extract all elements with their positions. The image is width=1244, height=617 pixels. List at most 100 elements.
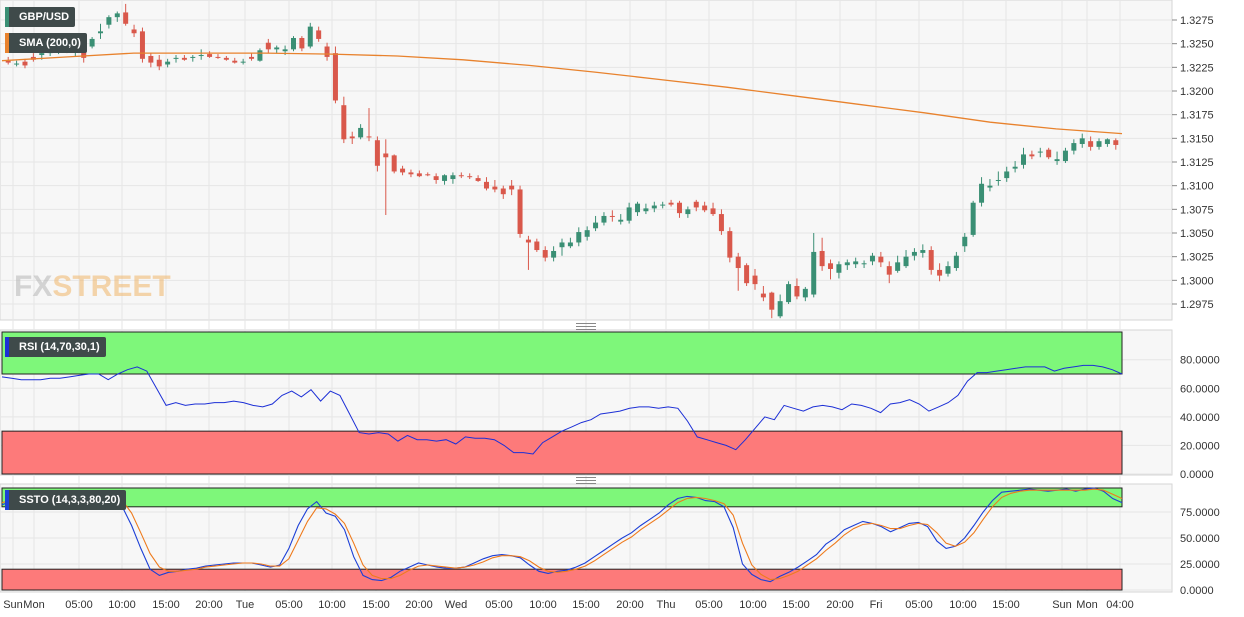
candle-body [290,37,296,50]
x-tick-label: Wed [445,599,467,611]
candle-body [601,215,607,223]
candle-body [886,266,892,275]
candle-body [39,53,45,56]
candle-body [920,250,926,253]
sma-swatch [5,33,9,53]
candle-body [668,202,674,205]
candle-body [139,31,145,59]
candle-body [945,266,951,274]
candle-body [525,239,531,243]
candle-body [349,136,355,139]
rsi-y-tick-label: 0.0000 [1180,469,1214,481]
y-tick-label: 1.3150 [1180,133,1214,145]
candle-body [374,140,380,166]
y-tick-label: 1.3125 [1180,157,1214,169]
panel-resize-handle-stoch[interactable] [576,477,596,484]
candle-body [400,168,406,173]
candle-body [240,61,246,63]
candle-body [718,214,724,232]
x-tick-label: 10:00 [108,599,136,611]
candle-body [1096,141,1102,147]
rsi-y-tick-label: 60.0000 [1180,383,1220,395]
candle-body [249,56,255,59]
candle-body [114,13,120,18]
candle-body [685,209,691,215]
y-tick-label: 1.3075 [1180,204,1214,216]
stoch-y-tick-label: 50.0000 [1180,533,1220,545]
candle-body [207,54,213,57]
candle-body [81,51,87,58]
candle-body [1012,166,1018,169]
y-tick-label: 1.3100 [1180,181,1214,193]
x-tick-label: 05:00 [695,599,723,611]
candle-body [509,185,515,190]
candle-body [752,275,758,285]
legend-sma-label: SMA (200,0) [19,37,81,49]
stoch-y-tick-label: 25.0000 [1180,559,1220,571]
legend-stoch[interactable]: SSTO (14,3,3,80,20) [5,490,127,510]
legend-pair[interactable]: GBP/USD [5,7,76,27]
x-tick-label: 15:00 [152,599,180,611]
candle-body [995,179,1001,181]
candle-body [1071,143,1077,151]
x-tick-label: Thu [657,599,676,611]
candle-body [198,55,204,57]
x-tick-label: 05:00 [275,599,303,611]
x-tick-label: Mon [23,599,44,611]
stoch-swatch [5,490,9,510]
x-tick-label: 20:00 [195,599,223,611]
candle-body [853,261,859,265]
fxstreet-watermark: FXSTREET [14,270,171,303]
candle-body [811,251,817,295]
candle-body [534,241,540,251]
candle-body [282,49,288,52]
rsi-series [1,364,1123,455]
candle-body [458,175,464,177]
candle-body [618,219,624,222]
candle-body [970,202,976,235]
panel-resize-handle-rsi[interactable] [576,323,596,330]
candle-body [861,263,867,265]
candle-body [643,208,649,212]
candle-body [609,215,615,217]
x-tick-label: Tue [236,599,255,611]
sma-series [1,52,1123,135]
candle-body [148,55,154,63]
legend-rsi[interactable]: RSI (14,70,30,1) [5,337,106,357]
candle-body [693,201,699,208]
legend-stoch-label: SSTO (14,3,3,80,20) [19,494,121,506]
candle-body [760,293,766,298]
candle-body [467,176,473,178]
candle-body [416,173,422,177]
candle-body [710,208,716,215]
candle-body [802,288,808,298]
candle-body [97,31,103,34]
candle-body [777,301,783,317]
candle-body [962,236,968,247]
stoch-y-tick-label: 0.0000 [1180,585,1214,597]
candle-body [744,265,750,284]
x-tick-label: Mon [1076,599,1097,611]
rsi-overbought-zone [1,331,1123,375]
candle-body [223,57,229,60]
y-tick-label: 1.3000 [1180,275,1214,287]
candle-body [727,231,733,258]
candle-body [567,242,573,247]
y-tick-label: 1.3175 [1180,110,1214,122]
candle-body [366,136,372,138]
x-tick-label: Sun [3,599,23,611]
x-tick-label: 20:00 [826,599,854,611]
candle-body [735,256,741,269]
y-tick-label: 1.3050 [1180,228,1214,240]
candle-body [903,256,909,267]
candle-body [131,29,137,34]
x-tick-label: 10:00 [949,599,977,611]
candle-body [794,286,800,297]
x-tick-label: 10:00 [739,599,767,611]
candle-body [895,262,901,271]
x-tick-label: 05:00 [485,599,513,611]
legend-sma[interactable]: SMA (200,0) [5,33,87,53]
candle-body [425,174,431,176]
candle-body [576,232,582,243]
stoch-overbought-zone [1,487,1123,508]
